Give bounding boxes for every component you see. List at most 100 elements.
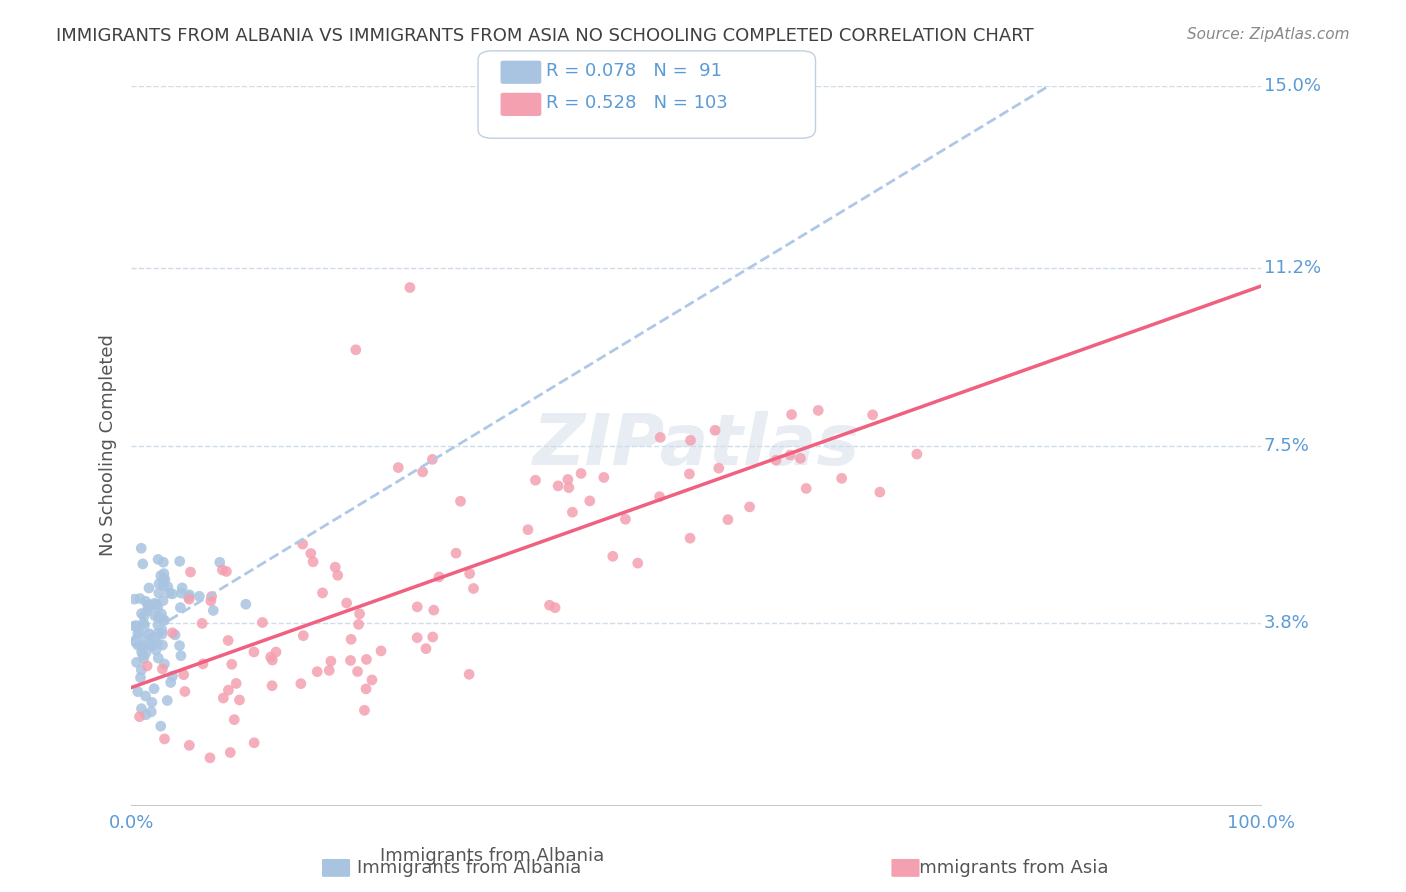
Point [243,645,266,659]
Point [558,481,581,495]
Point [217,683,239,698]
Point [138,627,160,641]
Point [135,646,157,660]
Point [149,568,172,582]
Point [650,430,672,444]
Point [165,628,187,642]
Point [136,600,159,615]
Point [173,667,195,681]
Point [807,403,830,417]
Point [173,684,195,698]
Point [679,434,702,448]
Point [135,689,157,703]
Point [136,604,159,618]
Point [138,581,160,595]
Point [399,280,422,294]
Point [150,623,173,637]
Point [235,597,257,611]
Point [299,546,322,560]
Point [179,592,201,607]
Point [149,719,172,733]
Point [516,523,538,537]
Point [169,554,191,568]
Point [406,599,429,614]
Point [252,615,274,630]
Point [524,473,547,487]
Point [156,693,179,707]
Point [339,653,361,667]
Point [347,617,370,632]
Point [794,482,817,496]
Point [346,665,368,679]
Point [170,648,193,663]
Point [356,652,378,666]
Point [225,676,247,690]
Point [831,471,853,485]
Point [463,582,485,596]
Point [146,625,169,640]
Text: R = 0.528   N = 103: R = 0.528 N = 103 [546,95,727,112]
Point [717,513,740,527]
Point [152,638,174,652]
Point [780,408,803,422]
Point [127,626,149,640]
Point [131,701,153,715]
Point [578,494,600,508]
Point [150,662,173,676]
Point [869,485,891,500]
Point [905,447,928,461]
Point [134,618,156,632]
Point [143,596,166,610]
Point [779,448,801,462]
Point [153,573,176,587]
Point [217,633,239,648]
Point [191,657,214,671]
Point [219,746,242,760]
Text: Immigrants from Albania: Immigrants from Albania [357,859,581,877]
Point [148,651,170,665]
Point [340,632,363,647]
Point [412,465,434,479]
Point [292,629,315,643]
Text: ZIPatlas: ZIPatlas [533,411,860,480]
Text: IMMIGRANTS FROM ALBANIA VS IMMIGRANTS FROM ASIA NO SCHOOLING COMPLETED CORRELATI: IMMIGRANTS FROM ALBANIA VS IMMIGRANTS FR… [56,27,1033,45]
Point [150,607,173,621]
Point [143,681,166,696]
Point [290,676,312,690]
Point [138,629,160,643]
Point [141,638,163,652]
Point [148,577,170,591]
Text: 7.5%: 7.5% [1264,436,1309,455]
Point [319,654,342,668]
Point [458,667,481,681]
Point [707,461,730,475]
Point [262,653,284,667]
Point [135,594,157,608]
Point [152,555,174,569]
Point [125,656,148,670]
Point [592,470,614,484]
Point [326,568,349,582]
Point [170,586,193,600]
Point [150,627,173,641]
Point [124,592,146,607]
Point [129,671,152,685]
Point [153,613,176,627]
Point [353,703,375,717]
Point [291,537,314,551]
Point [131,607,153,621]
Point [141,639,163,653]
Point [547,479,569,493]
Point [131,640,153,654]
Point [125,633,148,648]
Point [361,673,384,687]
Point [132,609,155,624]
Point [141,705,163,719]
Point [131,663,153,677]
Point [544,600,567,615]
Point [128,709,150,723]
Point [208,555,231,569]
Point [148,610,170,624]
Point [614,512,637,526]
Point [146,618,169,632]
